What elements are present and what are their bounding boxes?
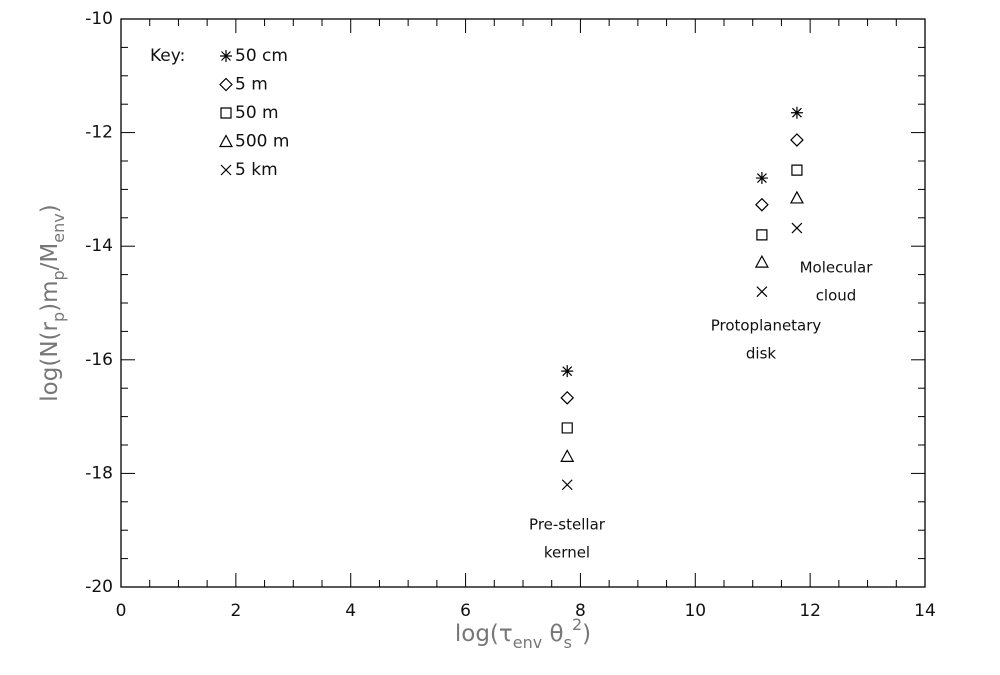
x-tick-label: 6	[460, 601, 471, 621]
y-axis-title: log(N(rp)mp/Menv)	[37, 204, 68, 401]
x-tick-label: 14	[914, 601, 936, 621]
legend-title: Key:	[150, 46, 185, 66]
legend-label: 50 m	[235, 103, 279, 123]
point	[560, 391, 575, 405]
x-axis-title: log(τenv θs2)	[455, 615, 591, 652]
annotation: Protoplanetary	[711, 317, 822, 335]
point	[754, 254, 769, 268]
legend-label: 5 m	[235, 75, 268, 95]
label-part: )m	[37, 280, 63, 311]
y-tick-label: -16	[85, 350, 113, 370]
x-tick-label: 8	[575, 601, 586, 621]
label-part: p	[49, 312, 68, 322]
y-tick-label: -12	[85, 123, 113, 143]
point	[790, 106, 803, 119]
label-part: )	[37, 204, 63, 213]
legend-label: 500 m	[235, 132, 289, 152]
legend-marker	[220, 164, 232, 176]
legend-marker	[220, 50, 232, 62]
point	[755, 197, 769, 212]
label-part: log(τ	[455, 621, 513, 647]
annotation: disk	[746, 345, 777, 363]
point	[756, 229, 768, 241]
annotation: kernel	[544, 544, 590, 562]
y-tick-label: -14	[85, 236, 113, 256]
annotation: Molecular	[800, 259, 874, 277]
point	[756, 286, 768, 298]
annotation: Pre-stellar	[529, 516, 606, 534]
label-part: log(N(r	[37, 321, 63, 401]
label-part: )	[582, 621, 591, 647]
y-tick-label: -20	[85, 577, 113, 597]
point	[790, 133, 804, 147]
x-tick-label: 10	[684, 601, 706, 621]
legend-marker	[218, 134, 234, 148]
y-tick-label: -18	[85, 463, 113, 483]
label-part: env	[49, 213, 68, 242]
legend-label: 5 km	[235, 160, 278, 180]
legend-marker	[220, 107, 232, 119]
legend-marker	[219, 77, 233, 92]
point	[789, 190, 804, 204]
annotation: cloud	[816, 287, 857, 305]
point	[561, 479, 573, 491]
y-tick-label: -10	[85, 9, 113, 29]
point	[791, 164, 803, 176]
label-part: p	[49, 270, 68, 280]
legend-label: 50 cm	[235, 46, 288, 66]
point	[561, 365, 574, 378]
label-part: θ	[542, 621, 563, 647]
point	[755, 172, 768, 185]
label-part: /M	[37, 243, 63, 271]
label-part: s	[564, 633, 572, 652]
x-tick-label: 4	[345, 601, 356, 621]
x-tick-label: 12	[799, 601, 821, 621]
point	[791, 222, 803, 234]
x-tick-label: 2	[230, 601, 241, 621]
label-part: env	[513, 633, 542, 652]
point	[560, 449, 575, 462]
x-tick-label: 0	[116, 601, 127, 621]
label-part: 2	[572, 615, 582, 634]
point	[561, 422, 573, 434]
